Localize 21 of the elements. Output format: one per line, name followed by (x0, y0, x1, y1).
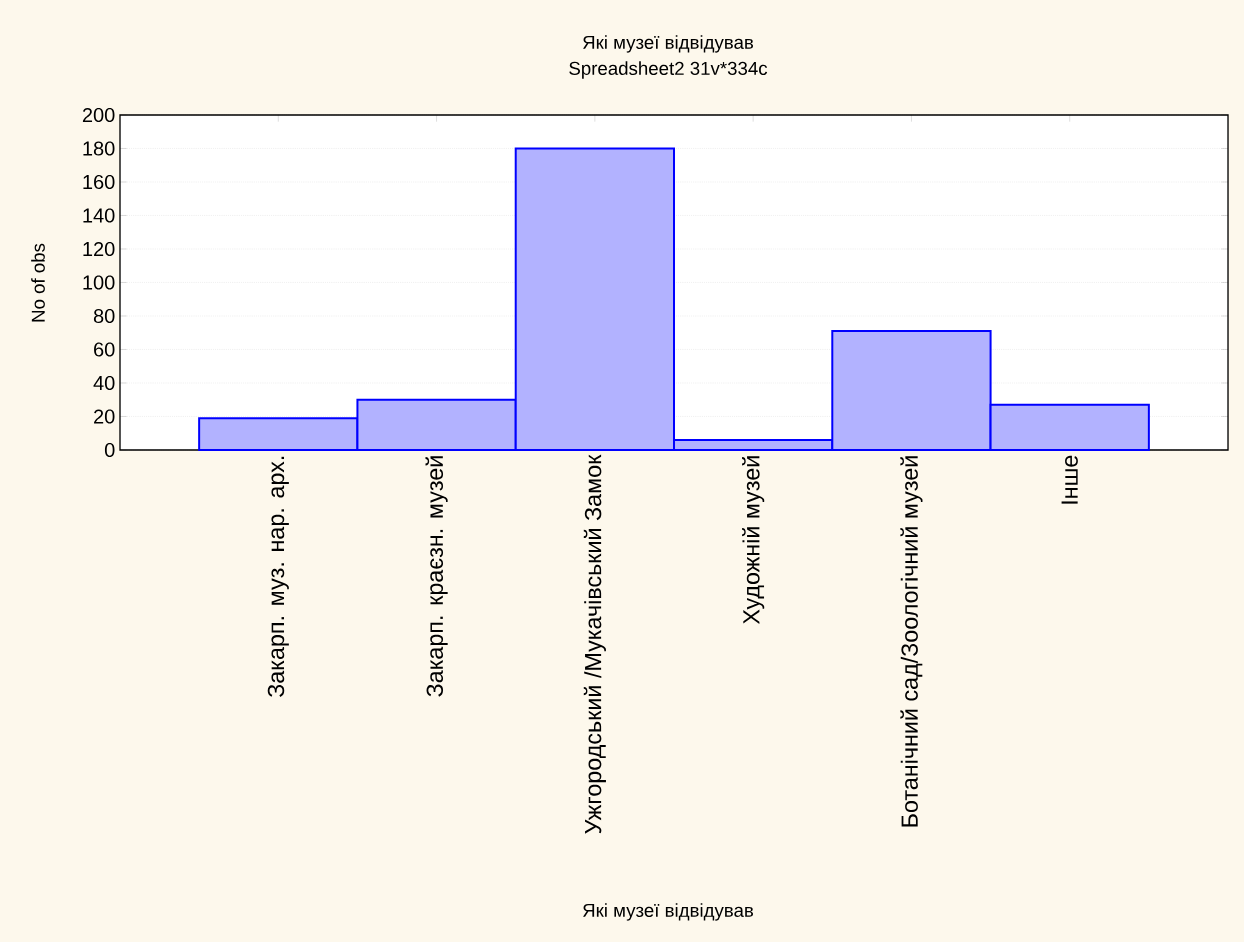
y-tick-label: 160 (83, 174, 115, 190)
x-tick-label: Ужгородський /Мукачівський Замок (583, 454, 606, 834)
y-tick-label: 120 (83, 241, 115, 257)
x-tick-label: Ботанічний сад/Зоологічний музей (900, 456, 923, 827)
y-tick-label: 100 (83, 275, 115, 290)
y-tick-label: 0 (104, 442, 115, 458)
x-tick-label: Закарп. краєзн. музей (425, 456, 448, 697)
chart-subtitle: Spreadsheet2 31v*334c (569, 61, 768, 79)
x-tick-label: Художній музей (742, 456, 765, 625)
y-axis-title: No of obs (31, 243, 45, 322)
y-tick-label: 140 (83, 208, 115, 223)
y-tick-label: 60 (94, 342, 115, 357)
x-tick-label: Закарп. муз. нар. арх. (267, 456, 289, 698)
x-axis-title: Які музеї відвідував (583, 903, 754, 921)
y-tick-label: 200 (82, 107, 115, 123)
y-tick-label: 20 (94, 409, 115, 424)
chart-title: Які музеї відвідував (583, 35, 754, 53)
x-tick-label: Інше (1061, 455, 1078, 504)
y-tick-label: 180 (83, 141, 115, 156)
y-tick-label: 80 (93, 308, 115, 324)
y-tick-label: 40 (93, 375, 115, 391)
